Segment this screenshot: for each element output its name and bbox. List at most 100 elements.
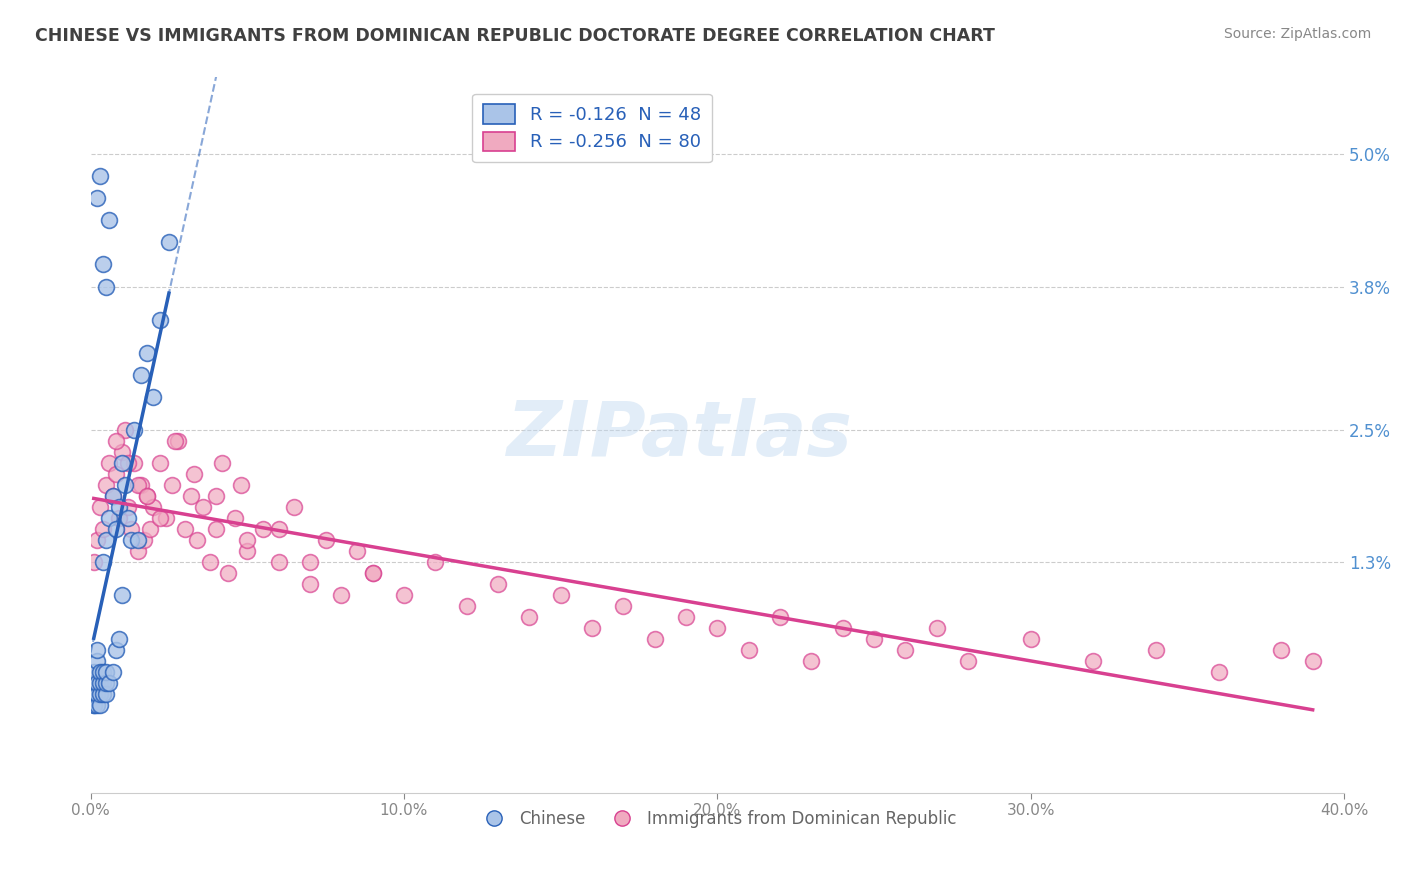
Point	[205, 522, 228, 536]
Point	[737, 642, 759, 657]
Point	[114, 423, 136, 437]
Point	[361, 566, 384, 580]
Point	[96, 665, 118, 679]
Point	[127, 543, 149, 558]
Point	[83, 687, 105, 701]
Point	[193, 500, 215, 514]
Point	[167, 434, 190, 448]
Point	[89, 698, 111, 712]
Point	[129, 368, 152, 382]
Point	[98, 675, 121, 690]
Point	[98, 213, 121, 227]
Legend: Chinese, Immigrants from Dominican Republic: Chinese, Immigrants from Dominican Repub…	[471, 803, 963, 834]
Point	[186, 533, 208, 547]
Point	[236, 533, 259, 547]
Point	[1019, 632, 1042, 646]
Point	[129, 477, 152, 491]
Point	[104, 434, 127, 448]
Point	[83, 665, 105, 679]
Point	[86, 192, 108, 206]
Point	[136, 489, 159, 503]
Point	[108, 632, 131, 646]
Point	[956, 654, 979, 668]
Text: ZIPatlas: ZIPatlas	[506, 398, 852, 472]
Point	[96, 675, 118, 690]
Point	[298, 576, 321, 591]
Point	[96, 533, 118, 547]
Point	[330, 588, 353, 602]
Point	[83, 698, 105, 712]
Point	[124, 423, 146, 437]
Point	[425, 555, 447, 569]
Point	[83, 698, 105, 712]
Point	[98, 510, 121, 524]
Point	[120, 533, 142, 547]
Point	[104, 467, 127, 481]
Point	[581, 621, 603, 635]
Point	[89, 169, 111, 184]
Point	[117, 500, 139, 514]
Point	[139, 522, 162, 536]
Point	[198, 555, 221, 569]
Point	[96, 687, 118, 701]
Point	[101, 665, 124, 679]
Point	[148, 510, 170, 524]
Point	[863, 632, 886, 646]
Point	[205, 489, 228, 503]
Point	[298, 555, 321, 569]
Point	[83, 687, 105, 701]
Point	[165, 434, 187, 448]
Point	[800, 654, 823, 668]
Point	[831, 621, 853, 635]
Point	[96, 279, 118, 293]
Point	[267, 522, 290, 536]
Point	[925, 621, 948, 635]
Point	[120, 522, 142, 536]
Point	[456, 599, 478, 613]
Point	[361, 566, 384, 580]
Point	[1083, 654, 1105, 668]
Point	[91, 687, 114, 701]
Point	[142, 500, 165, 514]
Point	[392, 588, 415, 602]
Point	[486, 576, 509, 591]
Point	[224, 510, 246, 524]
Point	[108, 510, 131, 524]
Point	[160, 477, 183, 491]
Point	[83, 675, 105, 690]
Point	[1270, 642, 1292, 657]
Point	[104, 522, 127, 536]
Point	[173, 522, 195, 536]
Point	[96, 477, 118, 491]
Point	[132, 533, 155, 547]
Point	[117, 510, 139, 524]
Point	[706, 621, 728, 635]
Point	[86, 687, 108, 701]
Point	[283, 500, 305, 514]
Point	[91, 675, 114, 690]
Point	[117, 456, 139, 470]
Point	[83, 555, 105, 569]
Point	[550, 588, 572, 602]
Point	[180, 489, 202, 503]
Point	[101, 489, 124, 503]
Point	[1302, 654, 1324, 668]
Point	[91, 522, 114, 536]
Point	[86, 642, 108, 657]
Point	[517, 609, 540, 624]
Point	[148, 312, 170, 326]
Point	[267, 555, 290, 569]
Point	[98, 456, 121, 470]
Point	[111, 444, 134, 458]
Point	[127, 477, 149, 491]
Point	[675, 609, 697, 624]
Point	[124, 456, 146, 470]
Point	[101, 489, 124, 503]
Point	[86, 675, 108, 690]
Point	[136, 489, 159, 503]
Text: Source: ZipAtlas.com: Source: ZipAtlas.com	[1223, 27, 1371, 41]
Point	[315, 533, 337, 547]
Point	[114, 477, 136, 491]
Point	[1208, 665, 1230, 679]
Point	[252, 522, 274, 536]
